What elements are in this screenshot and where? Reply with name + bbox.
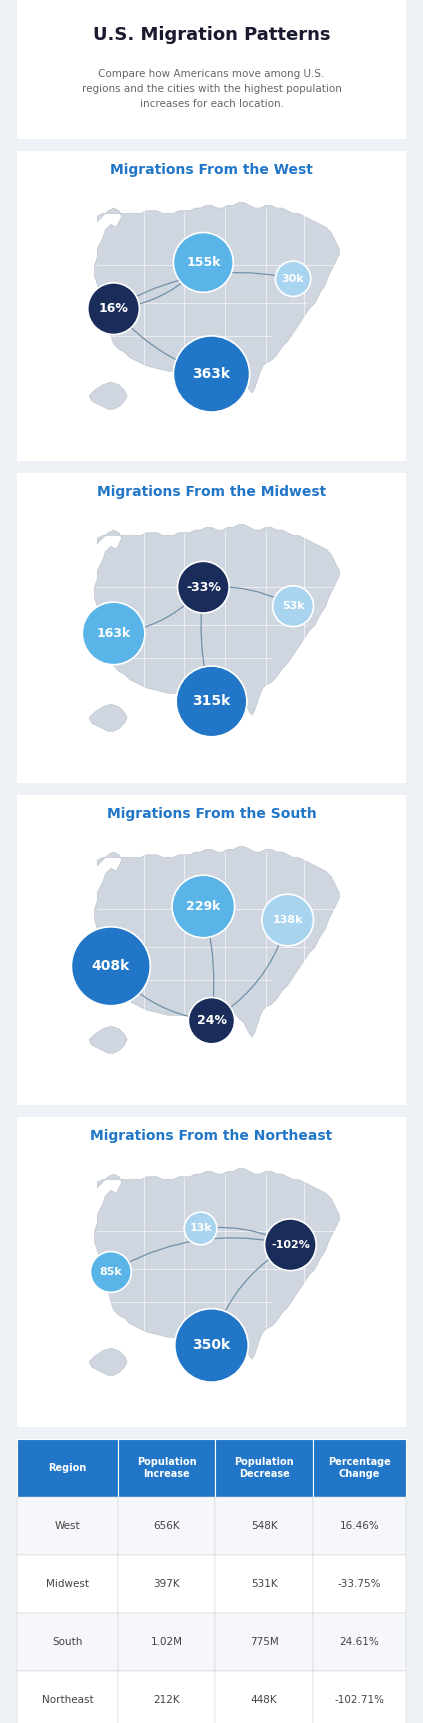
Bar — [118, 1671, 215, 1723]
Text: 315k: 315k — [192, 694, 231, 708]
Text: Region: Region — [48, 1463, 87, 1473]
Text: 16.46%: 16.46% — [340, 1521, 379, 1532]
Bar — [17, 1613, 118, 1671]
Circle shape — [184, 1211, 217, 1244]
Text: 24.61%: 24.61% — [340, 1637, 379, 1647]
Text: 448K: 448K — [251, 1695, 277, 1706]
Text: 350k: 350k — [192, 1339, 231, 1353]
Bar — [313, 1671, 406, 1723]
Circle shape — [88, 283, 140, 334]
Text: 85k: 85k — [99, 1266, 122, 1277]
Circle shape — [188, 998, 235, 1044]
Polygon shape — [89, 1347, 127, 1375]
Bar — [118, 1497, 215, 1554]
Circle shape — [175, 1309, 248, 1382]
Polygon shape — [94, 846, 339, 1037]
Text: 775M: 775M — [250, 1637, 278, 1647]
Circle shape — [91, 1251, 131, 1292]
Text: 1.02M: 1.02M — [151, 1637, 183, 1647]
Circle shape — [262, 894, 313, 946]
Text: 30k: 30k — [282, 274, 305, 284]
Circle shape — [173, 233, 233, 293]
Text: West: West — [55, 1521, 80, 1532]
Text: Migrations From the Midwest: Migrations From the Midwest — [97, 484, 326, 500]
Bar — [313, 1439, 406, 1497]
Bar — [215, 1497, 313, 1554]
Text: Population
Decrease: Population Decrease — [234, 1458, 294, 1480]
Text: -33%: -33% — [186, 581, 221, 594]
Bar — [17, 1439, 118, 1497]
Bar — [313, 1613, 406, 1671]
Circle shape — [172, 875, 235, 937]
Text: Midwest: Midwest — [46, 1578, 89, 1589]
Text: 363k: 363k — [192, 367, 231, 381]
Polygon shape — [94, 203, 339, 393]
Circle shape — [264, 1218, 316, 1270]
Bar — [118, 1554, 215, 1613]
Text: 408k: 408k — [92, 960, 130, 973]
Text: 53k: 53k — [282, 601, 305, 612]
Text: U.S. Migration Patterns: U.S. Migration Patterns — [93, 26, 330, 43]
Text: 531K: 531K — [251, 1578, 277, 1589]
Polygon shape — [94, 524, 339, 715]
Text: 13k: 13k — [189, 1223, 212, 1234]
Text: Compare how Americans move among U.S.
regions and the cities with the highest po: Compare how Americans move among U.S. re… — [82, 69, 341, 109]
Text: Migrations From the South: Migrations From the South — [107, 806, 316, 820]
Text: Percentage
Change: Percentage Change — [328, 1458, 391, 1480]
Text: South: South — [52, 1637, 83, 1647]
Bar — [215, 1554, 313, 1613]
Circle shape — [82, 601, 145, 665]
Text: 16%: 16% — [99, 302, 129, 315]
Bar — [17, 1554, 118, 1613]
Polygon shape — [89, 1027, 127, 1053]
Text: Migrations From the Northeast: Migrations From the Northeast — [91, 1129, 332, 1142]
Circle shape — [275, 262, 311, 296]
Circle shape — [176, 667, 247, 737]
Text: Migrations From the West: Migrations From the West — [110, 164, 313, 177]
Circle shape — [71, 927, 150, 1006]
Text: 163k: 163k — [96, 627, 131, 639]
Bar — [17, 1497, 118, 1554]
Bar — [215, 1613, 313, 1671]
Text: 212K: 212K — [154, 1695, 180, 1706]
Text: 229k: 229k — [186, 899, 220, 913]
Text: 548K: 548K — [251, 1521, 277, 1532]
Text: 138k: 138k — [272, 915, 303, 925]
Bar — [215, 1439, 313, 1497]
Text: 656K: 656K — [154, 1521, 180, 1532]
Bar — [313, 1497, 406, 1554]
Circle shape — [173, 336, 250, 412]
Polygon shape — [89, 383, 127, 410]
Text: 397K: 397K — [154, 1578, 180, 1589]
Text: -102.71%: -102.71% — [334, 1695, 385, 1706]
Bar — [215, 1671, 313, 1723]
Bar — [118, 1613, 215, 1671]
Polygon shape — [94, 1168, 339, 1359]
Text: Northeast: Northeast — [42, 1695, 93, 1706]
Bar — [118, 1439, 215, 1497]
Text: 155k: 155k — [186, 257, 220, 269]
Bar — [17, 1671, 118, 1723]
Text: Population
Increase: Population Increase — [137, 1458, 197, 1480]
Polygon shape — [89, 705, 127, 731]
Text: -102%: -102% — [271, 1241, 310, 1249]
Circle shape — [273, 586, 313, 627]
Circle shape — [178, 562, 229, 613]
Text: -33.75%: -33.75% — [338, 1578, 381, 1589]
Text: 24%: 24% — [197, 1015, 226, 1027]
Bar — [313, 1554, 406, 1613]
